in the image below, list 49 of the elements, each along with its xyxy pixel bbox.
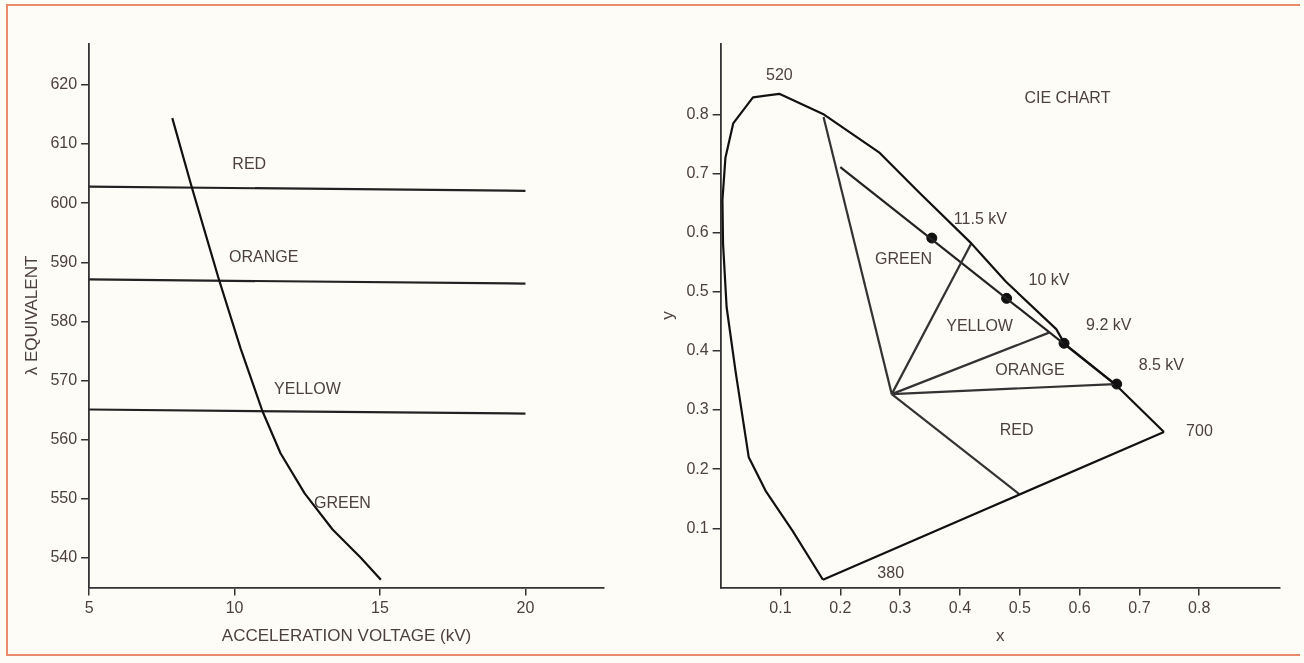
y-tick-label: 570 — [50, 370, 78, 388]
y-tick-label: 0.3 — [686, 400, 709, 418]
y-tick-label: 0.1 — [686, 518, 709, 536]
x-tick-label: 0.5 — [1008, 599, 1031, 617]
annotation: YELLOW — [946, 316, 1014, 334]
x-tick-label: 10 — [225, 599, 244, 617]
annotation: RED — [999, 421, 1034, 439]
y-tick-label: 0.4 — [686, 341, 709, 359]
annotation: GREEN — [875, 249, 933, 267]
y-tick-label: 580 — [50, 311, 78, 329]
y-tick-label: 620 — [50, 75, 78, 93]
y-axis-title: λ EQUIVALENT — [21, 255, 41, 376]
annotation: ORANGE — [995, 361, 1065, 379]
x-tick-label: 5 — [84, 599, 94, 617]
x-tick-label: 0.6 — [1068, 599, 1091, 617]
x-tick-label: 20 — [516, 599, 535, 617]
y-tick-label: 590 — [50, 252, 78, 270]
y-tick-label: 540 — [50, 548, 78, 566]
x-tick-label: 0.3 — [888, 599, 912, 617]
y-tick-label: 610 — [50, 134, 78, 152]
annotation: GREEN — [313, 493, 371, 511]
y-tick-label: 0.7 — [686, 164, 709, 182]
y-tick-label: 550 — [50, 489, 78, 507]
y-tick-label: 0.2 — [686, 459, 709, 477]
x-axis-title: ACCELERATION VOLTAGE (kV) — [221, 626, 472, 646]
text: CIE CHART — [1024, 89, 1111, 107]
annotation: 380 — [877, 563, 905, 581]
annotation: 520 — [766, 66, 793, 84]
y-tick-label: 0.6 — [686, 223, 709, 241]
y-tick-label: 560 — [50, 430, 78, 448]
annotation: 11.5 kV — [953, 210, 1008, 228]
x-tick-label: 0.7 — [1128, 599, 1151, 617]
x-tick-label: 15 — [371, 599, 389, 617]
annotation: 10 kV — [1028, 270, 1070, 288]
y-tick-label: 0.5 — [686, 282, 709, 300]
annotation: YELLOW — [274, 379, 342, 397]
y-tick-label: 0.8 — [686, 104, 709, 122]
y-axis-title: y — [657, 310, 677, 320]
x-tick-label: 0.4 — [948, 599, 972, 617]
x-tick-label: 0.2 — [829, 599, 852, 617]
y-tick-label: 600 — [50, 193, 78, 211]
annotation: 700 — [1186, 422, 1213, 440]
annotation: 9.2 kV — [1086, 315, 1132, 333]
x-axis-title: x — [996, 626, 1006, 646]
annotation: RED — [232, 155, 267, 173]
x-tick-label: 0.1 — [769, 599, 792, 617]
x-tick-label: 0.8 — [1188, 599, 1211, 617]
annotation: ORANGE — [228, 247, 299, 265]
annotation: 8.5 kV — [1138, 356, 1185, 374]
